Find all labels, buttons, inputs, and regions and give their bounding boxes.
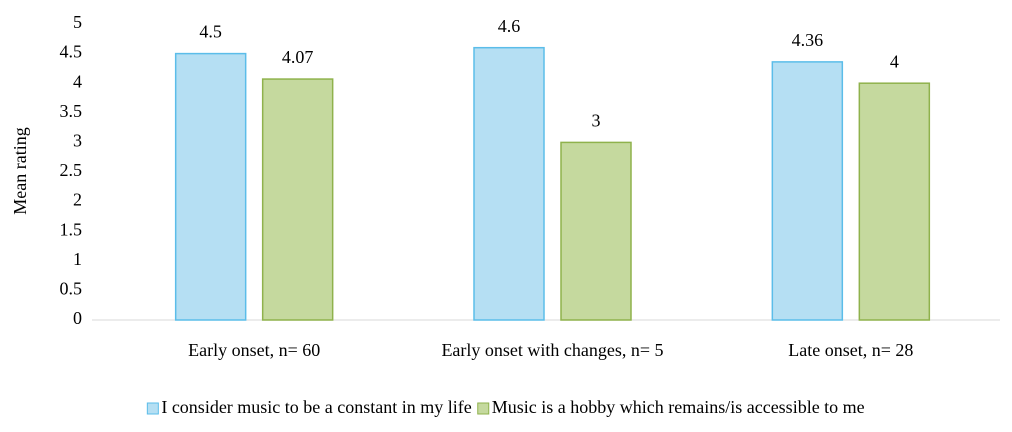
value-label: 4 bbox=[890, 51, 899, 71]
bar bbox=[858, 82, 931, 321]
legend-label: I consider music to be a constant in my … bbox=[161, 397, 471, 417]
legend-label: Music is a hobby which remains/is access… bbox=[492, 397, 865, 417]
y-tick-label: 2 bbox=[73, 190, 82, 210]
x-tick-label: Late onset, n= 28 bbox=[788, 340, 913, 360]
x-tick-label: Early onset, n= 60 bbox=[188, 340, 320, 360]
value-label: 4.6 bbox=[498, 16, 521, 36]
value-label: 4.07 bbox=[282, 47, 314, 67]
y-tick-label: 4.5 bbox=[60, 42, 83, 62]
bar bbox=[771, 61, 844, 321]
y-tick-label: 3 bbox=[73, 131, 82, 151]
y-tick-label: 1 bbox=[73, 249, 82, 269]
bar bbox=[473, 46, 545, 321]
value-label: 4.36 bbox=[792, 30, 824, 50]
value-label: 3 bbox=[592, 111, 601, 131]
bar bbox=[261, 78, 334, 321]
y-tick-label: 0.5 bbox=[60, 279, 83, 299]
y-axis-title: Mean rating bbox=[10, 127, 30, 214]
legend-swatch bbox=[146, 402, 159, 415]
y-tick-label: 5 bbox=[73, 12, 82, 32]
bar bbox=[560, 141, 632, 321]
value-label: 4.5 bbox=[199, 22, 222, 42]
y-tick-label: 3.5 bbox=[60, 101, 83, 121]
x-tick-label: Early onset with changes, n= 5 bbox=[441, 340, 663, 360]
y-tick-label: 1.5 bbox=[60, 219, 83, 239]
y-tick-label: 0 bbox=[73, 308, 82, 328]
bar bbox=[174, 52, 247, 321]
y-tick-label: 2.5 bbox=[60, 160, 83, 180]
legend-swatch bbox=[477, 402, 490, 415]
y-tick-label: 4 bbox=[73, 71, 82, 91]
